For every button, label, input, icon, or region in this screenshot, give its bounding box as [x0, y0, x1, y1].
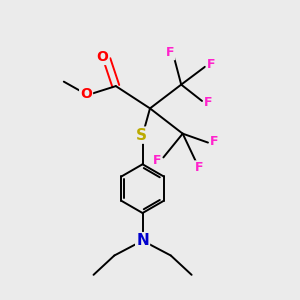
Text: F: F	[166, 46, 175, 59]
Text: F: F	[204, 96, 213, 109]
Text: F: F	[207, 58, 215, 71]
Text: O: O	[80, 86, 92, 100]
Text: F: F	[153, 154, 161, 167]
Text: N: N	[136, 233, 149, 248]
Text: F: F	[210, 135, 219, 148]
Text: F: F	[195, 161, 203, 174]
Text: S: S	[136, 128, 147, 142]
Text: O: O	[97, 50, 108, 64]
